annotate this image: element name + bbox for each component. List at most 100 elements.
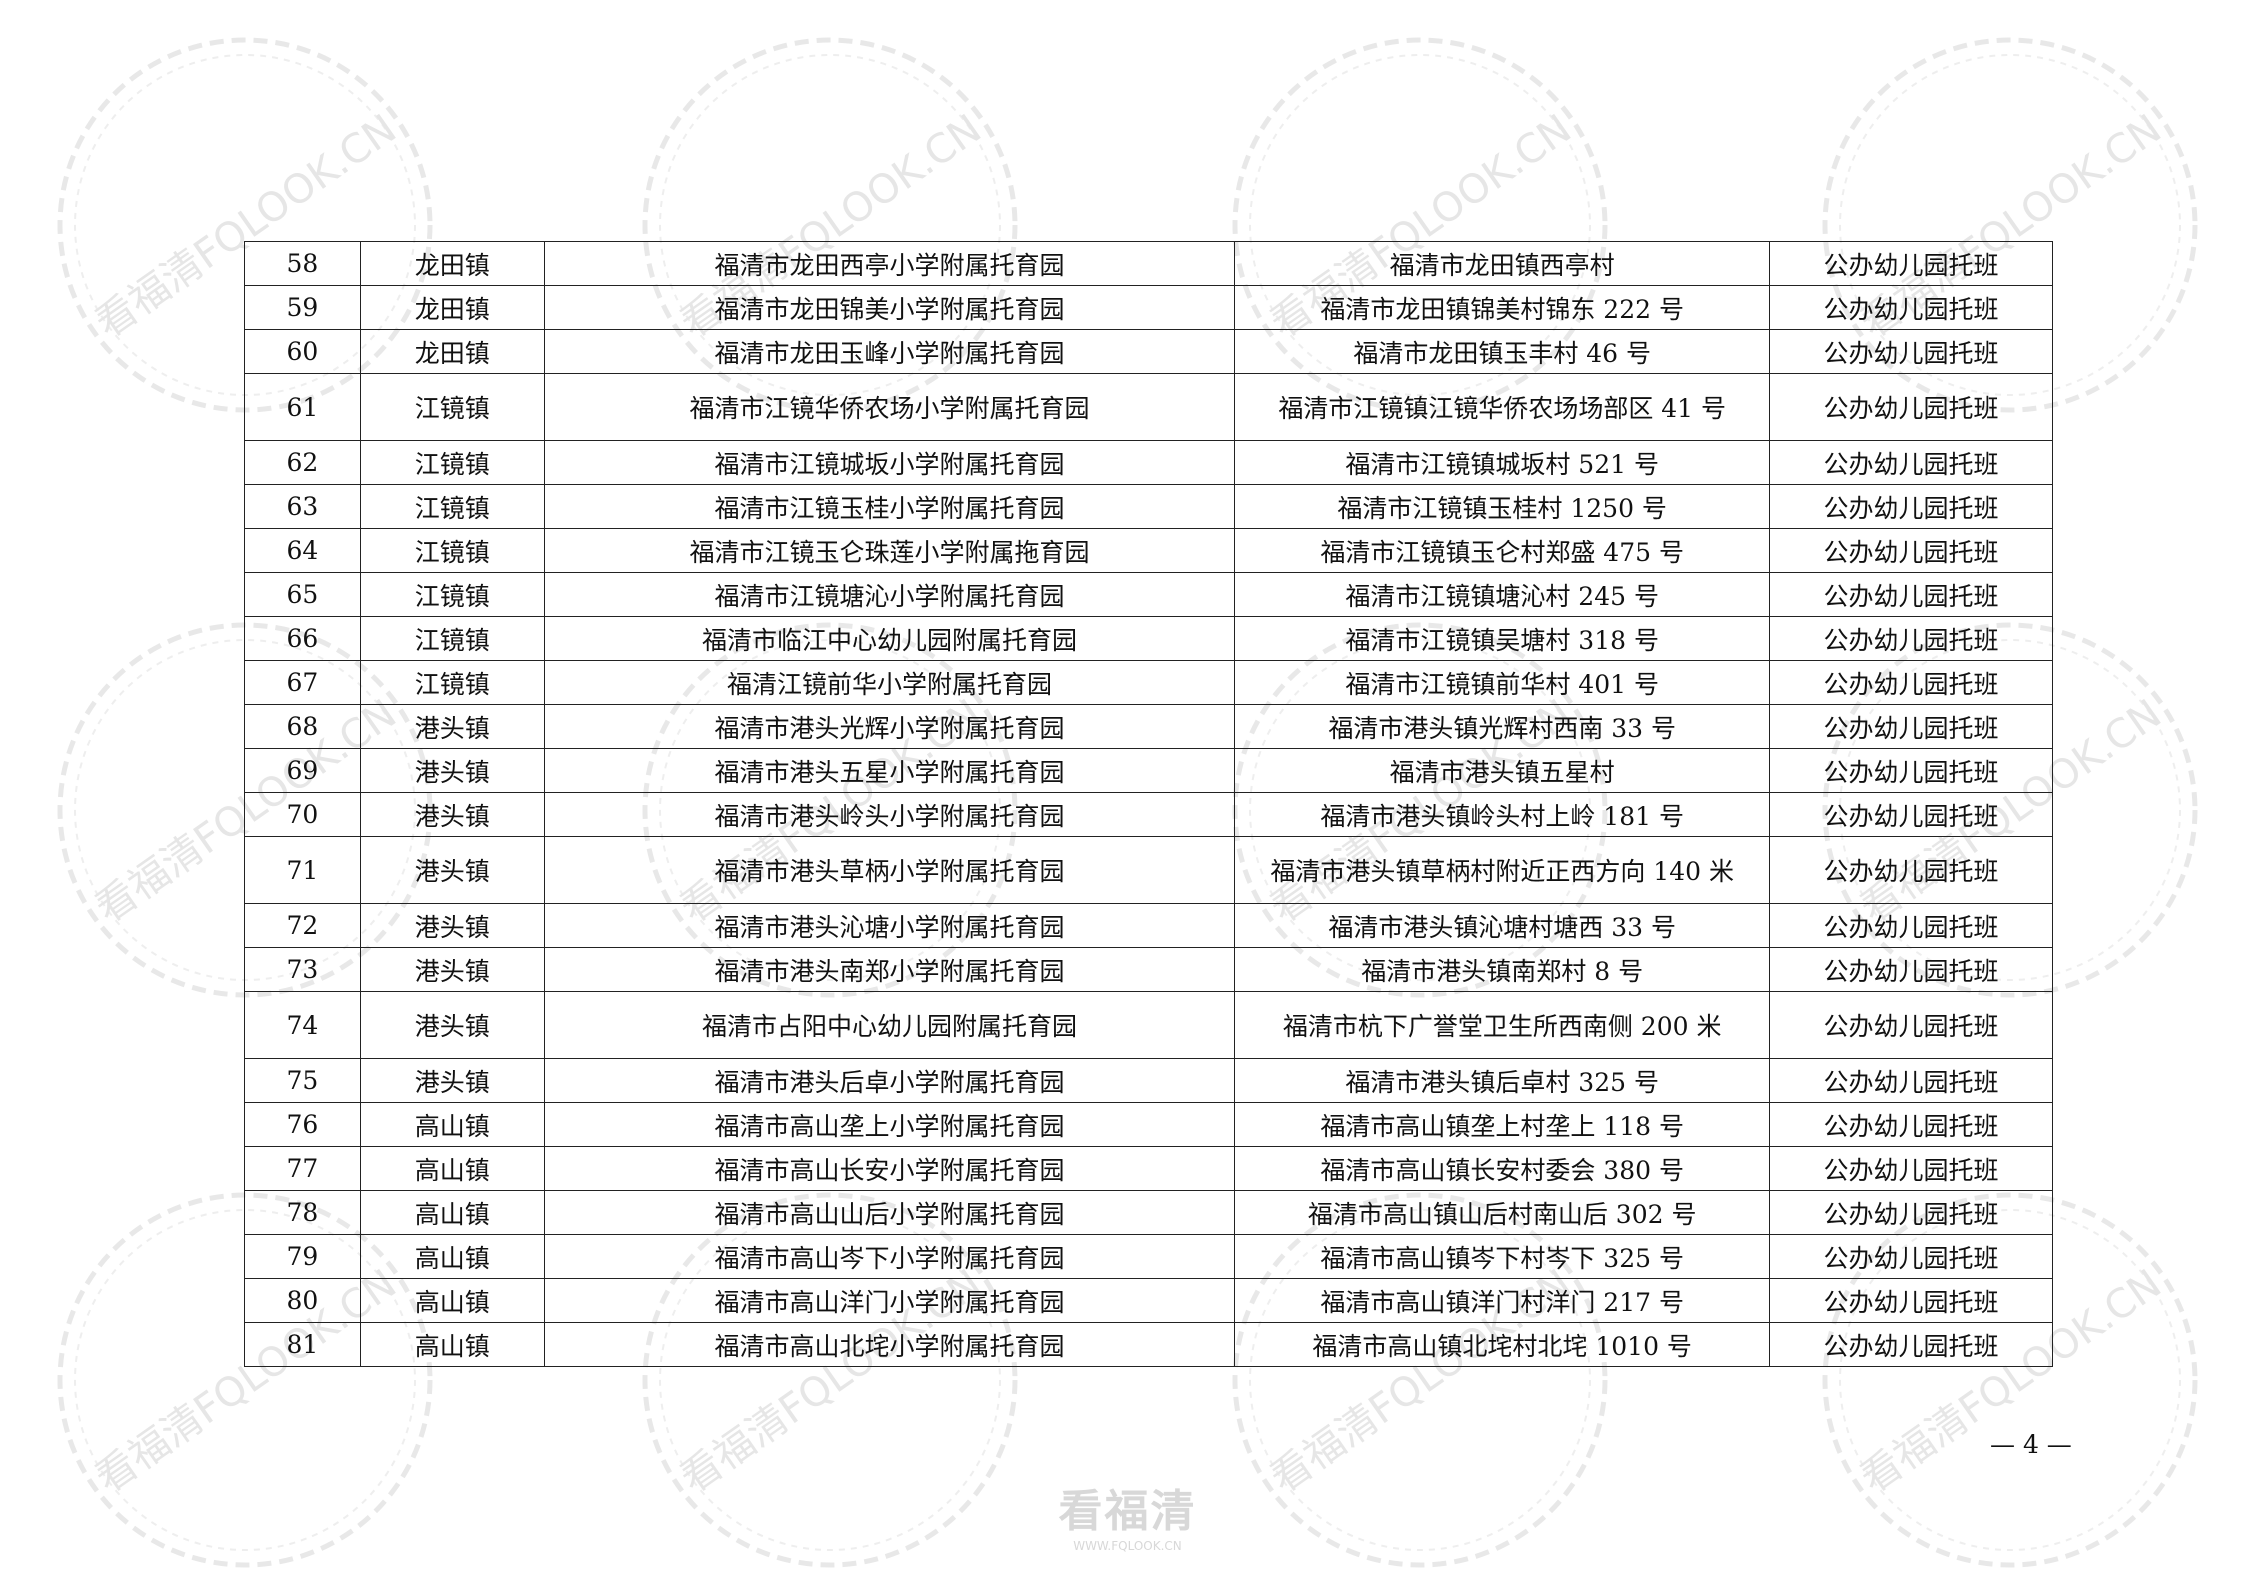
type-cell: 公办幼儿园托班 (1769, 329, 2053, 374)
town-cell: 港头镇 (359, 1058, 545, 1103)
row-number: 74 (244, 991, 361, 1059)
row-number: 58 (244, 241, 361, 286)
row-number: 71 (244, 836, 361, 904)
address-cell: 福清市高山镇长安村委会 380 号 (1234, 1146, 1771, 1191)
table-row: 72 港头镇 福清市港头沁塘小学附属托育园 福清市港头镇沁塘村塘西 33 号公办幼儿园… (244, 903, 2053, 948)
institution-name-cell: 福清市港头草柄小学附属托育园 (543, 836, 1236, 904)
institution-name-cell: 福清市高山山后小学附属托育园 (543, 1190, 1236, 1235)
address-cell: 福清市龙田镇锦美村锦东 222 号 (1234, 285, 1771, 330)
type-cell: 公办幼儿园托班 (1769, 1190, 2053, 1235)
table-row: 77 高山镇 福清市高山长安小学附属托育园 福清市高山镇长安村委会 380 号公办幼儿… (244, 1146, 2053, 1191)
table-row: 70 港头镇 福清市港头岭头小学附属托育园 福清市港头镇岭头村上岭 181 号公办幼儿… (244, 792, 2053, 837)
row-number: 80 (244, 1278, 361, 1323)
town-cell: 江镜镇 (359, 616, 545, 661)
address-cell: 福清市江镜镇玉桂村 1250 号 (1234, 484, 1771, 529)
type-cell: 公办幼儿园托班 (1769, 792, 2053, 837)
type-cell: 公办幼儿园托班 (1769, 528, 2053, 573)
town-cell: 港头镇 (359, 991, 545, 1059)
type-cell: 公办幼儿园托班 (1769, 836, 2053, 904)
institution-name-cell: 福清市龙田西亭小学附属托育园 (543, 241, 1236, 286)
institution-name-cell: 福清市港头光辉小学附属托育园 (543, 704, 1236, 749)
town-cell: 江镜镇 (359, 373, 545, 441)
row-number: 75 (244, 1058, 361, 1103)
type-cell: 公办幼儿园托班 (1769, 991, 2053, 1059)
town-cell: 龙田镇 (359, 329, 545, 374)
town-cell: 高山镇 (359, 1146, 545, 1191)
institution-name-cell: 福清市高山岑下小学附属托育园 (543, 1234, 1236, 1279)
address-cell: 福清市港头镇五星村 (1234, 748, 1771, 793)
logo-url: WWW.FQLOOK.CN (1073, 1539, 1182, 1553)
type-cell: 公办幼儿园托班 (1769, 572, 2053, 617)
address-cell: 福清市江镜镇江镜华侨农场场部区 41 号 (1234, 373, 1771, 441)
address-cell: 福清市江镜镇塘沁村 245 号 (1234, 572, 1771, 617)
address-cell: 福清市高山镇山后村南山后 302 号 (1234, 1190, 1771, 1235)
address-cell: 福清市港头镇光辉村西南 33 号 (1234, 704, 1771, 749)
row-number: 61 (244, 373, 361, 441)
address-cell: 福清市杭下广誉堂卫生所西南侧 200 米 (1234, 991, 1771, 1059)
town-cell: 龙田镇 (359, 241, 545, 286)
table-row: 78 高山镇 福清市高山山后小学附属托育园 福清市高山镇山后村南山后 302 号公办幼… (244, 1190, 2053, 1235)
institution-name-cell: 福清市港头沁塘小学附属托育园 (543, 903, 1236, 948)
type-cell: 公办幼儿园托班 (1769, 484, 2053, 529)
institution-name-cell: 福清市港头后卓小学附属托育园 (543, 1058, 1236, 1103)
row-number: 76 (244, 1102, 361, 1147)
table-row: 73 港头镇 福清市港头南郑小学附属托育园 福清市港头镇南郑村 8 号公办幼儿园托班 (244, 947, 2053, 992)
row-number: 81 (244, 1322, 361, 1367)
institution-name-cell: 福清市江镜塘沁小学附属托育园 (543, 572, 1236, 617)
town-cell: 港头镇 (359, 903, 545, 948)
type-cell: 公办幼儿园托班 (1769, 1146, 2053, 1191)
address-cell: 福清市江镜镇城坂村 521 号 (1234, 440, 1771, 485)
table-row: 69 港头镇 福清市港头五星小学附属托育园 福清市港头镇五星村 公办幼儿园托班 (244, 748, 2053, 793)
type-cell: 公办幼儿园托班 (1769, 1322, 2053, 1367)
type-cell: 公办幼儿园托班 (1769, 1234, 2053, 1279)
town-cell: 港头镇 (359, 792, 545, 837)
table-row: 80 高山镇 福清市高山洋门小学附属托育园 福清市高山镇洋门村洋门 217 号公办幼儿… (244, 1278, 2053, 1323)
institution-name-cell: 福清市龙田玉峰小学附属托育园 (543, 329, 1236, 374)
town-cell: 高山镇 (359, 1190, 545, 1235)
town-cell: 港头镇 (359, 748, 545, 793)
address-cell: 福清市高山镇垄上村垄上 118 号 (1234, 1102, 1771, 1147)
institution-name-cell: 福清市高山北垞小学附属托育园 (543, 1322, 1236, 1367)
childcare-table: 58 龙田镇 福清市龙田西亭小学附属托育园 福清市龙田镇西亭村 公办幼儿园托班 59 龙田镇… (244, 241, 2053, 1367)
table-row: 64 江镜镇 福清市江镜玉仑珠莲小学附属拖育园 福清市江镜镇玉仑村郑盛 475 号公办… (244, 528, 2053, 573)
table-row: 58 龙田镇 福清市龙田西亭小学附属托育园 福清市龙田镇西亭村 公办幼儿园托班 (244, 241, 2053, 286)
institution-name-cell: 福清市港头五星小学附属托育园 (543, 748, 1236, 793)
row-number: 79 (244, 1234, 361, 1279)
address-cell: 福清市港头镇沁塘村塘西 33 号 (1234, 903, 1771, 948)
town-cell: 高山镇 (359, 1278, 545, 1323)
table-row: 76 高山镇 福清市高山垄上小学附属托育园 福清市高山镇垄上村垄上 118 号公办幼儿… (244, 1102, 2053, 1147)
institution-name-cell: 福清市江镜玉仑珠莲小学附属拖育园 (543, 528, 1236, 573)
row-number: 62 (244, 440, 361, 485)
institution-name-cell: 福清市港头南郑小学附属托育园 (543, 947, 1236, 992)
table-row: 66 江镜镇 福清市临江中心幼儿园附属托育园 福清市江镜镇吴塘村 318 号公办幼儿园… (244, 616, 2053, 661)
page-number: — 4 — (1990, 1430, 2072, 1459)
type-cell: 公办幼儿园托班 (1769, 241, 2053, 286)
table-row: 61 江镜镇 福清市江镜华侨农场小学附属托育园 福清市江镜镇江镜华侨农场场部区 41 … (244, 373, 2053, 441)
table-row: 59 龙田镇 福清市龙田锦美小学附属托育园 福清市龙田镇锦美村锦东 222 号公办幼儿… (244, 285, 2053, 330)
row-number: 78 (244, 1190, 361, 1235)
row-number: 73 (244, 947, 361, 992)
town-cell: 高山镇 (359, 1234, 545, 1279)
address-cell: 福清市高山镇岑下村岑下 325 号 (1234, 1234, 1771, 1279)
address-cell: 福清市港头镇岭头村上岭 181 号 (1234, 792, 1771, 837)
type-cell: 公办幼儿园托班 (1769, 616, 2053, 661)
row-number: 59 (244, 285, 361, 330)
type-cell: 公办幼儿园托班 (1769, 704, 2053, 749)
town-cell: 江镜镇 (359, 660, 545, 705)
institution-name-cell: 福清市高山洋门小学附属托育园 (543, 1278, 1236, 1323)
town-cell: 高山镇 (359, 1322, 545, 1367)
row-number: 60 (244, 329, 361, 374)
table-row: 62 江镜镇 福清市江镜城坂小学附属托育园 福清市江镜镇城坂村 521 号公办幼儿园托… (244, 440, 2053, 485)
address-cell: 福清市龙田镇玉丰村 46 号 (1234, 329, 1771, 374)
type-cell: 公办幼儿园托班 (1769, 1102, 2053, 1147)
town-cell: 龙田镇 (359, 285, 545, 330)
address-cell: 福清市港头镇后卓村 325 号 (1234, 1058, 1771, 1103)
address-cell: 福清市高山镇洋门村洋门 217 号 (1234, 1278, 1771, 1323)
institution-name-cell: 福清江镜前华小学附属托育园 (543, 660, 1236, 705)
type-cell: 公办幼儿园托班 (1769, 903, 2053, 948)
type-cell: 公办幼儿园托班 (1769, 660, 2053, 705)
town-cell: 港头镇 (359, 704, 545, 749)
row-number: 77 (244, 1146, 361, 1191)
type-cell: 公办幼儿园托班 (1769, 440, 2053, 485)
institution-name-cell: 福清市占阳中心幼儿园附属托育园 (543, 991, 1236, 1059)
